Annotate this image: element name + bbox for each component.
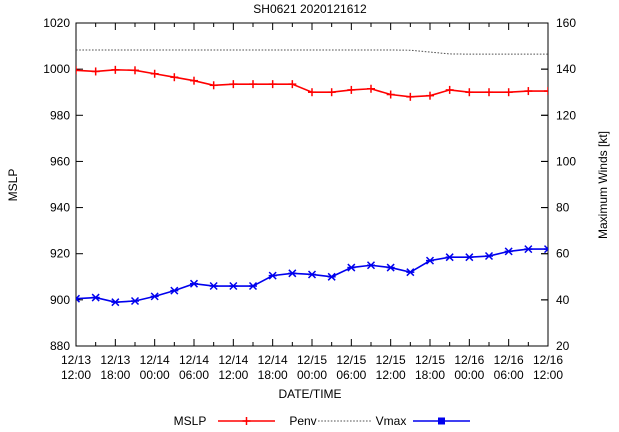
x-axis-tick-label-time: 12:00 bbox=[218, 368, 248, 382]
x-axis-tick-label-date: 12/14 bbox=[179, 353, 209, 367]
y-axis-left-tick-label: 920 bbox=[50, 247, 70, 261]
series-vmax bbox=[76, 245, 548, 307]
x-axis-tick-label-date: 12/14 bbox=[140, 353, 170, 367]
x-axis-tick-label-date: 12/14 bbox=[218, 353, 248, 367]
y-axis-left-tick-label: 940 bbox=[50, 201, 70, 215]
x-axis-tick-label-date: 12/15 bbox=[376, 353, 406, 367]
x-axis-tick-label-time: 18:00 bbox=[100, 368, 130, 382]
x-axis-tick-label-time: 00:00 bbox=[140, 368, 170, 382]
data-point-marker bbox=[76, 294, 81, 300]
data-series-layer bbox=[76, 49, 548, 307]
y-axis-right-tick-label: 140 bbox=[556, 62, 576, 76]
x-axis-tick-label-date: 12/13 bbox=[100, 353, 130, 367]
legend-label-penv: Penv bbox=[289, 414, 316, 428]
chart-legend: MSLP Penv Vmax bbox=[174, 414, 470, 428]
x-axis-tick-label-time: 06:00 bbox=[179, 368, 209, 382]
x-axis-tick-label-date: 12/13 bbox=[61, 353, 91, 367]
y-axis-right-tick-label: 80 bbox=[556, 201, 570, 215]
series-penv bbox=[76, 49, 548, 55]
y-axis-right-tick-label: 20 bbox=[556, 339, 570, 353]
y-axis-right-tick-label: 120 bbox=[556, 108, 576, 122]
chart-title: SH0621 2020121612 bbox=[253, 2, 367, 16]
y-axis-left-title: MSLP bbox=[6, 169, 20, 202]
y-axis-left-tick-label: 960 bbox=[50, 154, 70, 168]
y-axis-right-title: Maximum Winds [kt] bbox=[596, 131, 610, 239]
data-point-marker bbox=[543, 245, 548, 251]
y-axis-left-tick-label: 1000 bbox=[43, 62, 70, 76]
x-axis-tick-label-date: 12/15 bbox=[336, 353, 366, 367]
y-axis-left-tick-label: 880 bbox=[50, 339, 70, 353]
legend-entry-penv: Penv bbox=[289, 414, 372, 428]
y-axis-left-tick-label: 900 bbox=[50, 293, 70, 307]
legend-entry-mslp: MSLP bbox=[174, 414, 275, 428]
y-axis-right-tick-label: 160 bbox=[556, 16, 576, 30]
x-axis-tick-label-time: 00:00 bbox=[297, 368, 327, 382]
data-point-marker bbox=[76, 297, 81, 303]
series-mslp bbox=[76, 65, 548, 101]
y-axis-right-ticks bbox=[541, 22, 548, 347]
x-axis-tick-label-time: 12:00 bbox=[533, 368, 563, 382]
x-axis-tick-label-time: 06:00 bbox=[494, 368, 524, 382]
x-axis-labels: 12/1312:0012/1318:0012/1400:0012/1406:00… bbox=[61, 353, 563, 382]
x-axis-tick-label-date: 12/16 bbox=[494, 353, 524, 367]
x-axis-tick-label-time: 12:00 bbox=[61, 368, 91, 382]
y-axis-right-labels: 20 40 60 80 100 120 140 160 bbox=[556, 16, 576, 353]
x-axis-tick-label-date: 12/16 bbox=[454, 353, 484, 367]
legend-marker-vmax bbox=[438, 417, 445, 425]
y-axis-right-tick-label: 100 bbox=[556, 154, 576, 168]
series-line-penv bbox=[76, 49, 548, 55]
data-point-marker bbox=[543, 248, 548, 254]
x-axis-title: DATE/TIME bbox=[278, 387, 341, 401]
x-axis-tick-label-date: 12/15 bbox=[297, 353, 327, 367]
y-axis-left-tick-label: 1020 bbox=[43, 16, 70, 30]
x-axis-tick-label-time: 00:00 bbox=[454, 368, 484, 382]
legend-entry-vmax: Vmax bbox=[376, 414, 470, 428]
x-axis-tick-label-date: 12/14 bbox=[258, 353, 288, 367]
legend-label-vmax: Vmax bbox=[376, 414, 407, 428]
legend-label-mslp: MSLP bbox=[174, 414, 207, 428]
x-axis-tick-label-time: 18:00 bbox=[415, 368, 445, 382]
y-axis-right-tick-label: 40 bbox=[556, 293, 570, 307]
x-axis-tick-label-time: 12:00 bbox=[376, 368, 406, 382]
x-axis-tick-label-date: 12/16 bbox=[533, 353, 563, 367]
y-axis-left-tick-label: 980 bbox=[50, 108, 70, 122]
y-axis-right-tick-label: 60 bbox=[556, 247, 570, 261]
x-axis-tick-label-time: 06:00 bbox=[336, 368, 366, 382]
x-axis-ticks bbox=[75, 23, 549, 346]
x-axis-tick-label-date: 12/15 bbox=[415, 353, 445, 367]
x-axis-tick-label-time: 18:00 bbox=[258, 368, 288, 382]
y-axis-left-labels: 880 900 920 940 960 980 1000 1020 bbox=[43, 16, 70, 353]
series-line-vmax bbox=[76, 248, 548, 303]
